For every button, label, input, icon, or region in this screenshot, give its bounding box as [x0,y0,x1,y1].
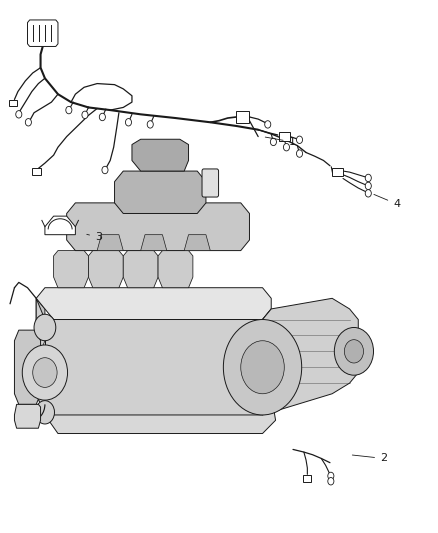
Circle shape [365,174,371,182]
Circle shape [328,472,334,480]
Circle shape [25,118,32,126]
Polygon shape [141,235,167,251]
Bar [9,100,17,107]
Circle shape [265,120,271,128]
Text: 4: 4 [374,195,400,209]
Bar [304,475,311,482]
Circle shape [365,182,371,190]
Circle shape [365,190,371,197]
Polygon shape [45,394,276,433]
Circle shape [82,111,88,118]
FancyBboxPatch shape [202,169,219,197]
Polygon shape [262,298,358,415]
Bar [237,111,250,123]
Circle shape [35,401,54,424]
Text: 3: 3 [87,232,102,243]
Circle shape [270,138,276,146]
Circle shape [66,107,72,114]
Circle shape [33,358,57,387]
Polygon shape [67,203,250,251]
Circle shape [147,120,153,128]
Circle shape [297,150,303,157]
Circle shape [99,114,106,120]
Circle shape [125,118,131,126]
Polygon shape [45,216,75,235]
Circle shape [283,143,290,151]
Polygon shape [14,330,41,405]
Polygon shape [158,251,193,288]
Polygon shape [115,171,206,214]
Polygon shape [88,251,123,288]
Text: 1: 1 [265,137,296,147]
Circle shape [22,345,67,400]
Circle shape [344,340,364,363]
Polygon shape [36,298,45,415]
Circle shape [241,341,284,394]
Polygon shape [36,288,271,319]
Bar [279,132,290,141]
Polygon shape [36,298,271,415]
Circle shape [328,478,334,485]
Circle shape [334,327,374,375]
Polygon shape [28,20,58,46]
Bar [332,168,343,176]
Circle shape [16,111,22,118]
Polygon shape [132,139,188,171]
Circle shape [102,166,108,174]
Circle shape [223,319,302,415]
Text: 2: 2 [352,454,387,463]
Polygon shape [97,235,123,251]
Bar [32,167,41,174]
Circle shape [297,136,303,143]
Polygon shape [123,251,158,288]
Polygon shape [184,235,210,251]
Polygon shape [53,251,88,288]
Polygon shape [14,405,41,428]
Circle shape [34,314,56,341]
